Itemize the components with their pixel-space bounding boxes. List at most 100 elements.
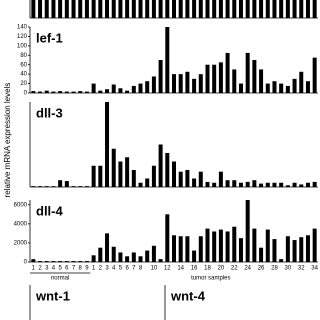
bar xyxy=(238,83,243,93)
bar xyxy=(299,184,304,187)
x-tick-label: 28 xyxy=(271,266,278,272)
bar xyxy=(105,233,110,262)
bar xyxy=(285,85,290,93)
bar xyxy=(279,83,284,93)
bar xyxy=(252,180,257,187)
bar xyxy=(299,71,304,93)
bar xyxy=(131,85,136,93)
panel-title: dll-3 xyxy=(36,105,63,120)
bar xyxy=(111,246,116,262)
bar xyxy=(238,0,243,19)
panel-title: dll-4 xyxy=(36,203,63,218)
bar xyxy=(158,259,163,262)
bar xyxy=(272,0,277,19)
bar xyxy=(172,235,176,262)
bar xyxy=(105,0,110,19)
bar xyxy=(118,161,123,187)
bar xyxy=(105,102,110,187)
bar xyxy=(58,91,63,93)
bar xyxy=(145,178,150,187)
bar xyxy=(118,88,123,93)
bar xyxy=(71,0,76,19)
bar xyxy=(51,261,56,262)
bar xyxy=(305,0,310,19)
bar xyxy=(178,0,183,19)
x-tick-label: 8 xyxy=(79,266,83,272)
bar xyxy=(145,0,150,19)
bar xyxy=(252,0,257,19)
bar xyxy=(232,69,237,93)
bar xyxy=(279,0,284,19)
bar xyxy=(299,0,304,19)
x-axis-label: tumor samples xyxy=(191,276,230,282)
bar xyxy=(212,0,217,19)
bar xyxy=(232,0,237,19)
bar xyxy=(185,170,190,187)
bar xyxy=(78,261,83,262)
bar xyxy=(111,84,116,93)
x-tick-label: 4 xyxy=(52,266,56,272)
y-tick-label: 80 xyxy=(20,53,27,59)
bar xyxy=(91,255,96,262)
bar xyxy=(38,261,43,262)
bar xyxy=(272,81,277,93)
bar xyxy=(185,0,190,19)
bar xyxy=(58,261,63,262)
x-tick-label: 12 xyxy=(164,266,171,272)
bar xyxy=(165,0,170,19)
bar xyxy=(225,231,230,262)
x-tick-label: 2 xyxy=(38,266,42,272)
bar xyxy=(118,252,123,262)
x-tick-label: 20 xyxy=(218,266,225,272)
bar xyxy=(272,239,277,262)
x-tick-label: 7 xyxy=(132,266,136,272)
bar xyxy=(51,91,56,93)
bar xyxy=(259,183,264,187)
y-tick-label: 2000 xyxy=(14,241,28,247)
x-tick-label: 6 xyxy=(65,266,69,272)
bar xyxy=(158,144,163,187)
x-tick-label: 16 xyxy=(191,266,198,272)
x-tick-label: 1 xyxy=(92,266,96,272)
y-axis-label: relative mRNA expression levels xyxy=(3,83,12,198)
y-tick-label: 140 xyxy=(17,25,28,31)
panel-title: wnt-1 xyxy=(35,288,70,303)
x-tick-label: 5 xyxy=(119,266,123,272)
bar xyxy=(212,182,217,187)
bar xyxy=(111,148,116,187)
bar xyxy=(31,0,36,19)
bar xyxy=(218,171,223,187)
bar xyxy=(64,181,69,187)
bar xyxy=(205,181,210,187)
bar xyxy=(312,57,317,93)
bar xyxy=(138,0,143,19)
bar xyxy=(125,0,130,19)
bar xyxy=(151,0,156,19)
bar xyxy=(178,171,183,187)
bar xyxy=(192,0,197,19)
bar xyxy=(312,0,317,19)
bar xyxy=(218,229,223,262)
bar xyxy=(71,261,76,262)
x-tick-label: 10 xyxy=(151,266,158,272)
bar xyxy=(312,181,317,187)
y-tick-label: 20 xyxy=(20,81,27,87)
bar xyxy=(98,0,103,19)
bar xyxy=(178,236,183,262)
x-tick-label: 4 xyxy=(112,266,116,272)
bar xyxy=(91,83,96,93)
bar xyxy=(192,250,197,262)
bar xyxy=(64,261,69,262)
bar xyxy=(98,165,103,187)
x-tick-label: 34 xyxy=(311,266,318,272)
bar xyxy=(172,74,176,93)
bar xyxy=(225,180,230,187)
bar xyxy=(165,27,170,93)
bar xyxy=(265,229,270,262)
bar xyxy=(84,0,89,19)
bar xyxy=(91,0,96,19)
bar xyxy=(44,261,49,262)
bar xyxy=(151,245,156,262)
bar xyxy=(279,182,284,187)
bar xyxy=(285,0,290,19)
